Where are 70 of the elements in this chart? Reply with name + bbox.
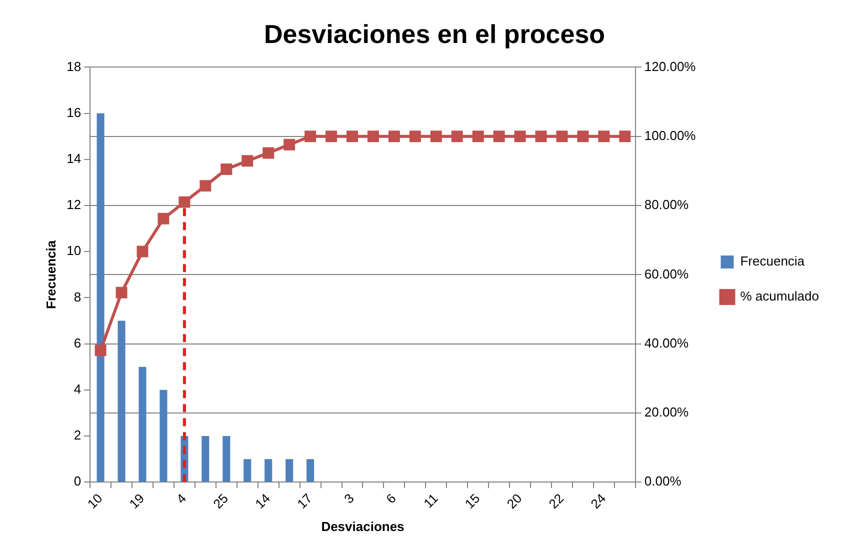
chart-title: Desviaciones en el proceso [264,18,606,49]
bar [96,113,104,482]
x-tick-label: 20 [504,490,525,512]
y-tick-label: 2 [74,428,82,443]
bar [222,436,230,482]
x-tick-label: 17 [294,490,315,512]
point [136,246,148,258]
y-tick-label: 6 [74,335,82,350]
x-tick-label: 11 [420,490,441,511]
point [598,130,610,142]
y-axis-title: Frecuencia [43,240,58,309]
y2-tick-label: 20.00% [644,404,689,420]
y-tick-label: 0 [74,474,82,489]
x-tick-label: 25 [210,490,232,512]
x-axis-title: Desviaciones [321,518,404,534]
point [326,130,338,142]
point [158,212,170,224]
point [472,130,484,142]
point [200,180,212,192]
bar [202,436,210,482]
y2-tick-label: 120.00% [644,58,696,74]
point [367,130,379,142]
point [556,130,568,142]
y2-tick-label: 100.00% [644,128,696,143]
point [262,147,274,159]
point [116,286,128,298]
y-tick-label: 10 [66,243,82,258]
point [242,155,254,167]
point [94,344,106,356]
point [284,138,296,150]
y-tick-label: 14 [66,150,82,166]
y2-tick-label: 40.00% [644,335,689,350]
point [451,130,463,142]
x-tick-label: 6 [383,490,399,506]
point [514,130,526,142]
x-tick-label: 14 [252,490,273,512]
point [493,130,505,142]
y2-tick-label: 0.00% [644,474,682,489]
x-tick-label: 3 [341,490,357,506]
x-tick-label: 4 [173,490,190,506]
y-tick-label: 4 [74,382,82,397]
y-tick-label: 8 [74,289,82,304]
x-tick-label: 19 [126,490,148,512]
point [304,130,316,142]
x-tick-label: 15 [462,490,483,512]
x-tick-label: 22 [546,490,567,512]
legend-label: Frecuencia [740,254,806,269]
x-tick-label: 24 [588,490,609,512]
point [409,130,421,142]
legend-label: % acumulado [740,288,820,304]
y2-tick-label: 60.00% [644,266,689,282]
y-tick-label: 12 [66,197,82,212]
point [535,130,547,142]
point [577,130,589,142]
bar [244,459,252,482]
bar [286,459,294,482]
y-tick-label: 16 [66,104,82,120]
bar [160,390,168,482]
point [430,130,442,142]
y-tick-label: 18 [66,58,82,74]
y2-tick-label: 80.00% [644,197,689,212]
bar [306,459,314,482]
bar [264,459,272,482]
bar [118,320,126,482]
bar [138,366,146,482]
point [178,196,190,208]
point [619,130,631,142]
point [388,130,400,142]
point [220,163,232,175]
point [346,130,358,142]
